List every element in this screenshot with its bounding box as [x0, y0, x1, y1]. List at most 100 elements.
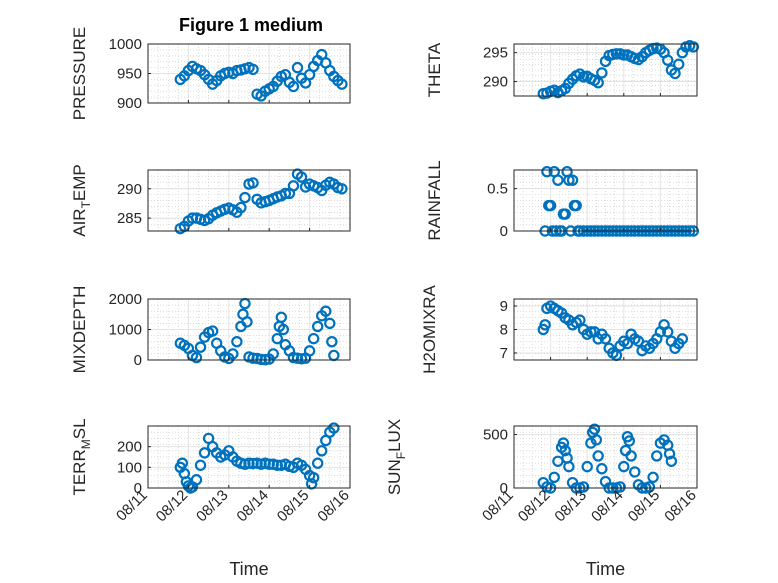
pressure-axes: 900 950 1000 PRESSURE	[70, 27, 351, 120]
data-point	[235, 201, 247, 214]
y-tick-label: 500	[483, 427, 508, 444]
data-point	[614, 481, 626, 493]
data-point	[687, 41, 700, 53]
data-point	[552, 455, 564, 467]
data-point	[596, 67, 608, 79]
figure-title: Figure 1 medium	[179, 15, 323, 35]
x-axis-label: Time	[586, 559, 625, 579]
data-point	[271, 332, 283, 345]
axes-box	[513, 43, 698, 97]
data-point	[255, 353, 267, 366]
y-axis-label: AIRTEMP	[70, 164, 93, 237]
data-point	[662, 54, 674, 66]
data-point	[336, 183, 348, 195]
y-tick-label: 100	[117, 459, 142, 476]
data-point	[176, 457, 189, 469]
data-point	[623, 435, 635, 447]
y-axis-label: TERRMSL	[70, 418, 93, 495]
x-tick-label: 08/16	[314, 487, 353, 526]
data-point	[190, 474, 203, 486]
y-axis-label: SUNFLUX	[385, 419, 408, 495]
y-tick-label: 8	[500, 322, 508, 339]
y-tick-label: 295	[483, 45, 508, 62]
data-point	[563, 460, 575, 473]
x-tick-label: 08/13	[551, 487, 590, 526]
data-point	[544, 199, 557, 212]
y-tick-label: 9	[500, 298, 508, 315]
data-point	[651, 450, 663, 462]
x-tick-label: 08/11	[113, 487, 151, 525]
data-point	[287, 80, 300, 93]
x-tick-label: 08/15	[274, 487, 313, 526]
sun-flux-axes: 050008/1108/1208/1308/1408/1508/16SUNFLU…	[385, 419, 700, 579]
x-tick-label: 08/14	[233, 487, 272, 526]
data-point	[291, 61, 304, 74]
y-tick-label: 2000	[109, 291, 142, 308]
terr-msl-axes: 0 100 200 08/11 08/12 08/13 08/14 08/15 08/16 TER…	[70, 418, 353, 579]
data-point	[585, 326, 597, 338]
data-point	[190, 351, 203, 364]
data-point	[307, 332, 320, 345]
air-temp-axes: 285 290 AIRTEMP	[70, 164, 351, 237]
data-point	[592, 450, 604, 462]
y-tick-label: 900	[117, 95, 142, 112]
data-point	[311, 320, 324, 333]
data-point	[227, 348, 239, 360]
data-point	[618, 49, 630, 61]
y-tick-label: 200	[117, 439, 142, 456]
y-tick-label: 290	[117, 181, 142, 198]
x-axis-label: Time	[229, 559, 268, 579]
data-point	[618, 460, 630, 473]
data-point	[336, 78, 348, 90]
data-point	[194, 459, 207, 471]
y-tick-label: 0	[500, 480, 508, 497]
data-point	[563, 174, 575, 186]
data-point	[539, 319, 551, 331]
y-axis-label: RAINFALL	[425, 160, 444, 240]
mixdepth-axes: 0 1000 2000 MIXDEPTH	[70, 286, 351, 373]
data-point	[275, 311, 288, 323]
data-point	[548, 471, 560, 484]
data-point	[311, 457, 324, 469]
data-point	[570, 199, 582, 212]
data-point	[610, 48, 623, 60]
data-point	[241, 316, 253, 328]
data-point	[662, 326, 674, 338]
y-tick-label: 1000	[109, 36, 142, 53]
axes-box	[147, 425, 351, 489]
data-point	[629, 466, 641, 478]
y-tick-label: 0	[134, 352, 142, 369]
data-point	[577, 481, 590, 493]
x-tick-label: 08/12	[153, 487, 192, 526]
data-point	[590, 434, 603, 446]
y-tick-label: 290	[483, 74, 508, 91]
axes-box	[513, 425, 698, 489]
data-point	[267, 348, 279, 360]
data-point	[326, 336, 338, 348]
data-point	[566, 174, 579, 186]
data-point	[625, 450, 637, 462]
data-point	[277, 323, 290, 336]
data-point	[559, 208, 571, 220]
data-point	[574, 314, 586, 326]
data-point	[669, 67, 681, 80]
data-point	[581, 460, 593, 473]
data-point	[588, 423, 601, 435]
data-point	[287, 180, 300, 192]
data-point	[328, 422, 340, 434]
x-tick-label: 08/11	[479, 487, 517, 525]
data-point	[206, 325, 219, 337]
data-point	[295, 171, 308, 183]
data-point	[541, 165, 553, 178]
data-point	[303, 345, 316, 357]
data-point	[324, 317, 336, 330]
data-point	[557, 437, 570, 449]
data-point	[316, 445, 328, 457]
axes-box	[147, 169, 351, 232]
y-tick-label: 285	[117, 210, 142, 227]
x-tick-label: 08/13	[193, 487, 232, 526]
data-point	[243, 457, 255, 469]
axes-box	[513, 169, 698, 232]
data-point	[307, 471, 320, 484]
